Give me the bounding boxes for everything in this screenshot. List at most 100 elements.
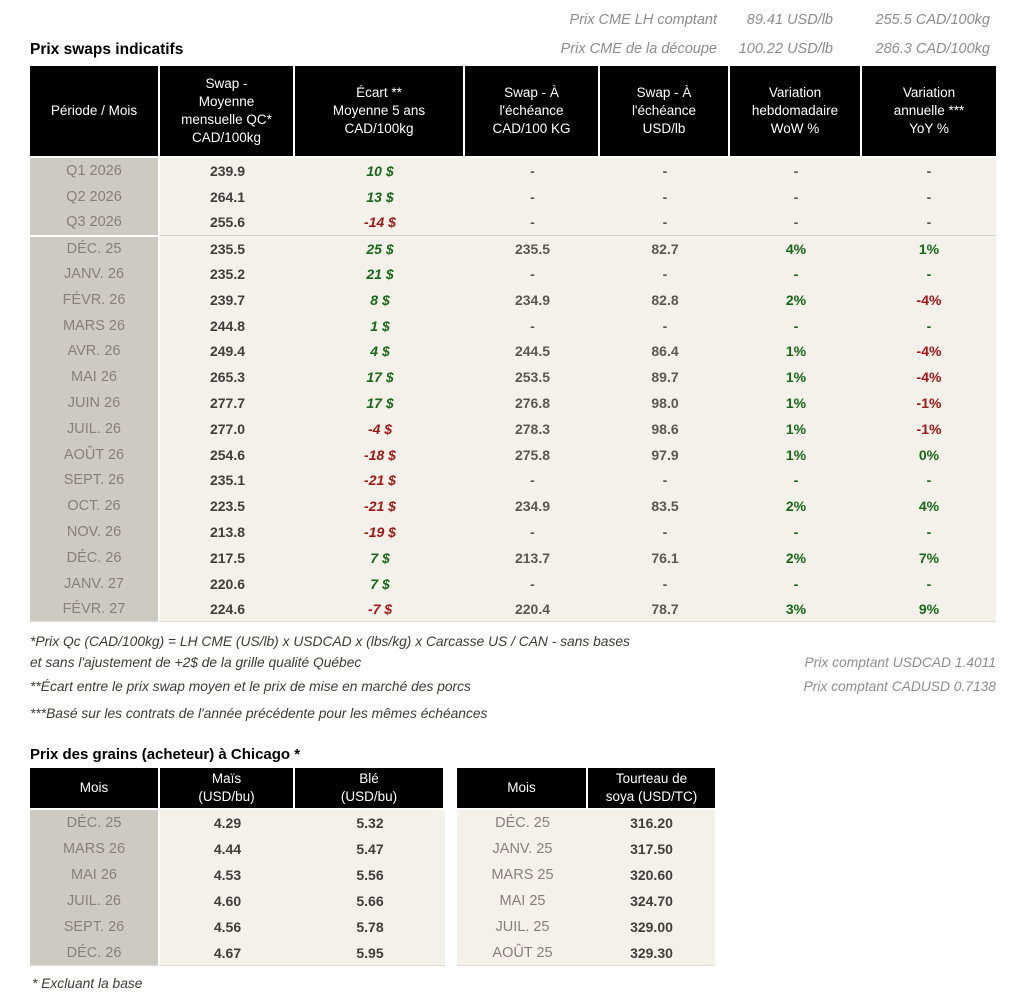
row-spacer (445, 836, 457, 862)
swap-avg-cell: 224.6 (160, 596, 295, 623)
swap-avg-cell: 235.1 (160, 467, 295, 494)
footnote-formula-line2: et sans l'ajustement de +2$ de la grille… (30, 655, 362, 670)
ecart-cell: 13 $ (295, 183, 465, 210)
tourteau-cell: 320.60 (588, 862, 715, 888)
yoy-cell: -4% (862, 286, 996, 313)
swap-usd-cell: - (600, 312, 730, 339)
ecart-cell: 17 $ (295, 364, 465, 391)
grain-section-title: Prix des grains (acheteur) à Chicago * (30, 746, 301, 763)
wow-cell: - (730, 312, 862, 339)
ecart-cell: -21 $ (295, 467, 465, 494)
grain-table-row: DÉC. 26 4.67 5.95 AOÛT 25 329.30 (30, 940, 715, 966)
swap-usd-cell: - (600, 261, 730, 287)
mois-soya-cell: JUIL. 25 (457, 914, 588, 940)
swap-cad-cell: - (465, 467, 600, 494)
yoy-cell: -4% (862, 364, 996, 391)
cme-lh-label: Prix CME LH comptant (569, 12, 717, 28)
swap-usd-cell: - (600, 570, 730, 597)
swap-avg-cell: 213.8 (160, 519, 295, 545)
grain-table-row: JUIL. 26 4.60 5.66 MAI 25 324.70 (30, 888, 715, 914)
yoy-cell: - (862, 519, 996, 545)
swap-cad-cell: 234.9 (465, 493, 600, 520)
wow-cell: 2% (730, 493, 862, 520)
ecart-cell: 7 $ (295, 544, 465, 571)
swap-avg-cell: 254.6 (160, 441, 295, 468)
swap-table-row: SEPT. 26 235.1 -21 $ - - - - (30, 467, 996, 494)
swap-usd-cell: - (600, 158, 730, 184)
cme-lh-cad-value: 255.5 CAD/100kg (875, 12, 990, 28)
cme-cutout-cad-value: 286.3 CAD/100kg (875, 41, 990, 57)
cme-lh-usd-value: 89.41 USD/lb (746, 12, 833, 28)
swap-cad-cell: - (465, 570, 600, 597)
mais-cell: 4.60 (160, 888, 295, 914)
swap-avg-cell: 235.2 (160, 261, 295, 287)
period-cell: NOV. 26 (30, 519, 160, 545)
swap-table-row: Q3 2026 255.6 -14 $ - - - - (30, 209, 996, 236)
wow-cell: - (730, 570, 862, 597)
mois-cell: SEPT. 26 (30, 914, 160, 940)
period-cell: Q3 2026 (30, 209, 160, 236)
header-spacer (445, 768, 457, 810)
grain-table-row: MAI 26 4.53 5.56 MARS 25 320.60 (30, 862, 715, 888)
row-spacer (445, 914, 457, 940)
period-cell: JUIN 26 (30, 390, 160, 416)
swap-cad-cell: - (465, 312, 600, 339)
wow-cell: 4% (730, 235, 862, 262)
swap-table-row: DÉC. 25 235.5 25 $235.5 82.7 4% 1% (30, 235, 996, 262)
ble-cell: 5.56 (295, 862, 445, 888)
ecart-cell: 10 $ (295, 158, 465, 184)
swap-cad-cell: 220.4 (465, 596, 600, 623)
swap-table-row: JANV. 27 220.6 7 $ - - - - (30, 570, 996, 597)
swap-table-row: JUIL. 26 277.0 -4 $278.3 98.6 1% -1% (30, 415, 996, 442)
swap-avg-cell: 255.6 (160, 209, 295, 236)
mois-soya-cell: JANV. 25 (457, 836, 588, 862)
column-header-tourteau: Tourteau de soya (USD/TC) (588, 768, 715, 810)
grain-header-row: Mois Maïs (USD/bu) Blé (USD/bu) Mois Tou… (30, 768, 715, 810)
yoy-cell: 0% (862, 441, 996, 468)
swap-usd-cell: 98.0 (600, 390, 730, 416)
period-cell: OCT. 26 (30, 493, 160, 520)
swap-table-row: FÉVR. 26 239.7 8 $234.9 82.8 2% -4% (30, 286, 996, 313)
column-header-mois-soya: Mois (457, 768, 588, 810)
swap-usd-cell: 89.7 (600, 364, 730, 391)
ecart-cell: -18 $ (295, 441, 465, 468)
row-spacer (445, 940, 457, 966)
swap-avg-cell: 217.5 (160, 544, 295, 571)
column-header-wow: Variation hebdomadaire WoW % (730, 66, 862, 158)
period-cell: Q2 2026 (30, 183, 160, 210)
swap-table-row: JANV. 26 235.2 21 $ - - - - (30, 261, 996, 287)
swap-table-header: Période / Mois Swap - Moyenne mensuelle … (30, 66, 996, 158)
footnote-row: ***Basé sur les contrats de l'année préc… (30, 703, 996, 724)
wow-cell: 1% (730, 338, 862, 365)
swap-table-row: NOV. 26 213.8 -19 $ - - - - (30, 519, 996, 545)
mais-cell: 4.29 (160, 810, 295, 836)
footnote-formula-line1: *Prix Qc (CAD/100kg) = LH CME (US/lb) x … (30, 634, 630, 649)
yoy-cell: - (862, 158, 996, 184)
swap-table-row: Q1 2026 239.9 10 $ - - - - (30, 158, 996, 184)
ecart-cell: -4 $ (295, 415, 465, 442)
yoy-cell: -4% (862, 338, 996, 365)
yoy-cell: - (862, 467, 996, 494)
ecart-cell: -7 $ (295, 596, 465, 623)
swap-table-body: Q1 2026 239.9 10 $ - - - - Q2 2026 264.1 13 $ - - - -… (30, 158, 996, 623)
swap-table-row: MAI 26 265.3 17 $253.5 89.7 1% -4% (30, 364, 996, 391)
cme-spot-prices: Prix CME LH comptant 89.41 USD/lb 255.5 … (561, 6, 990, 64)
wow-cell: 1% (730, 441, 862, 468)
swap-usd-cell: - (600, 209, 730, 236)
wow-cell: - (730, 519, 862, 545)
yoy-cell: - (862, 570, 996, 597)
period-cell: JANV. 26 (30, 261, 160, 287)
yoy-cell: 7% (862, 544, 996, 571)
mois-cell: MARS 26 (30, 836, 160, 862)
swap-avg-cell: 264.1 (160, 183, 295, 210)
column-header-swap-avg: Swap - Moyenne mensuelle QC* CAD/100kg (160, 66, 295, 158)
mois-soya-cell: MARS 25 (457, 862, 588, 888)
period-cell: AOÛT 26 (30, 441, 160, 468)
ecart-cell: 25 $ (295, 235, 465, 262)
swap-section-title: Prix swaps indicatifs (30, 41, 184, 58)
swap-cad-cell: 244.5 (465, 338, 600, 365)
tourteau-cell: 317.50 (588, 836, 715, 862)
mais-cell: 4.44 (160, 836, 295, 862)
tourteau-cell: 324.70 (588, 888, 715, 914)
